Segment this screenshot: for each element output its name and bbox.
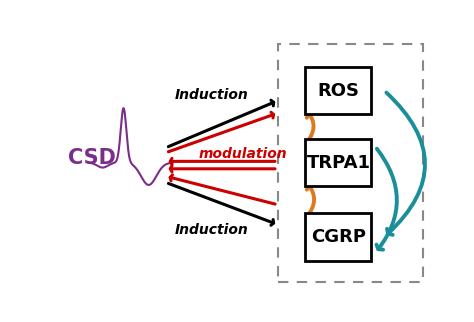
Text: CGRP: CGRP (311, 228, 366, 246)
Text: TRPA1: TRPA1 (306, 154, 371, 172)
Text: ROS: ROS (318, 82, 359, 100)
Text: CSD: CSD (68, 148, 116, 168)
Text: Induction: Induction (175, 223, 248, 237)
FancyBboxPatch shape (305, 213, 372, 260)
Text: Induction: Induction (175, 88, 248, 102)
FancyBboxPatch shape (305, 139, 372, 186)
FancyBboxPatch shape (305, 67, 372, 114)
Text: modulation: modulation (199, 147, 287, 161)
